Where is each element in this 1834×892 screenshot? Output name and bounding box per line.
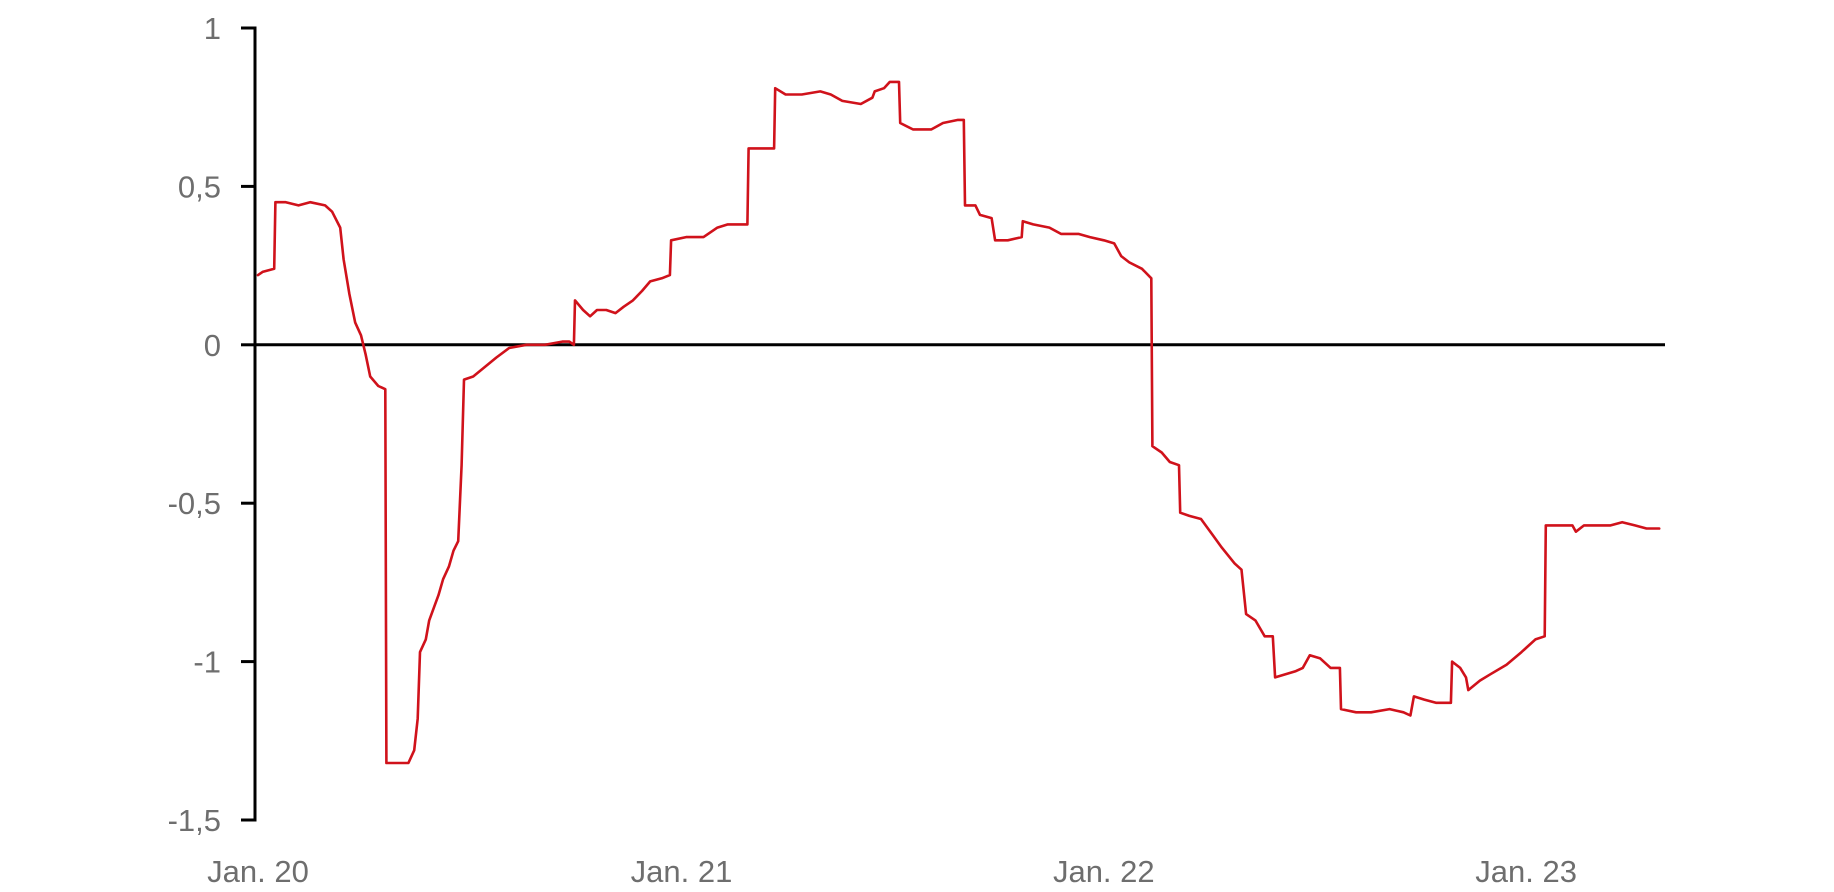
y-tick-label: 0 xyxy=(204,328,221,363)
y-axis-ticks: 1 0,5 0 -0,5 -1 -1,5 xyxy=(168,11,255,838)
series-group xyxy=(256,80,1661,765)
y-tick-label: -1,5 xyxy=(168,803,221,838)
y-tick-label: -1 xyxy=(193,645,221,680)
x-tick-label: Jan. 20 xyxy=(207,854,309,889)
x-tick-label: Jan. 22 xyxy=(1053,854,1155,889)
x-tick-label: Jan. 21 xyxy=(631,854,733,889)
y-tick-label: 0,5 xyxy=(178,169,221,204)
series-line-0 xyxy=(256,80,1661,765)
y-tick-label: 1 xyxy=(204,11,221,46)
x-axis-ticks: Jan. 20 Jan. 21 Jan. 22 Jan. 23 xyxy=(207,854,1577,889)
x-tick-label: Jan. 23 xyxy=(1475,854,1577,889)
y-tick-label: -0,5 xyxy=(168,486,221,521)
